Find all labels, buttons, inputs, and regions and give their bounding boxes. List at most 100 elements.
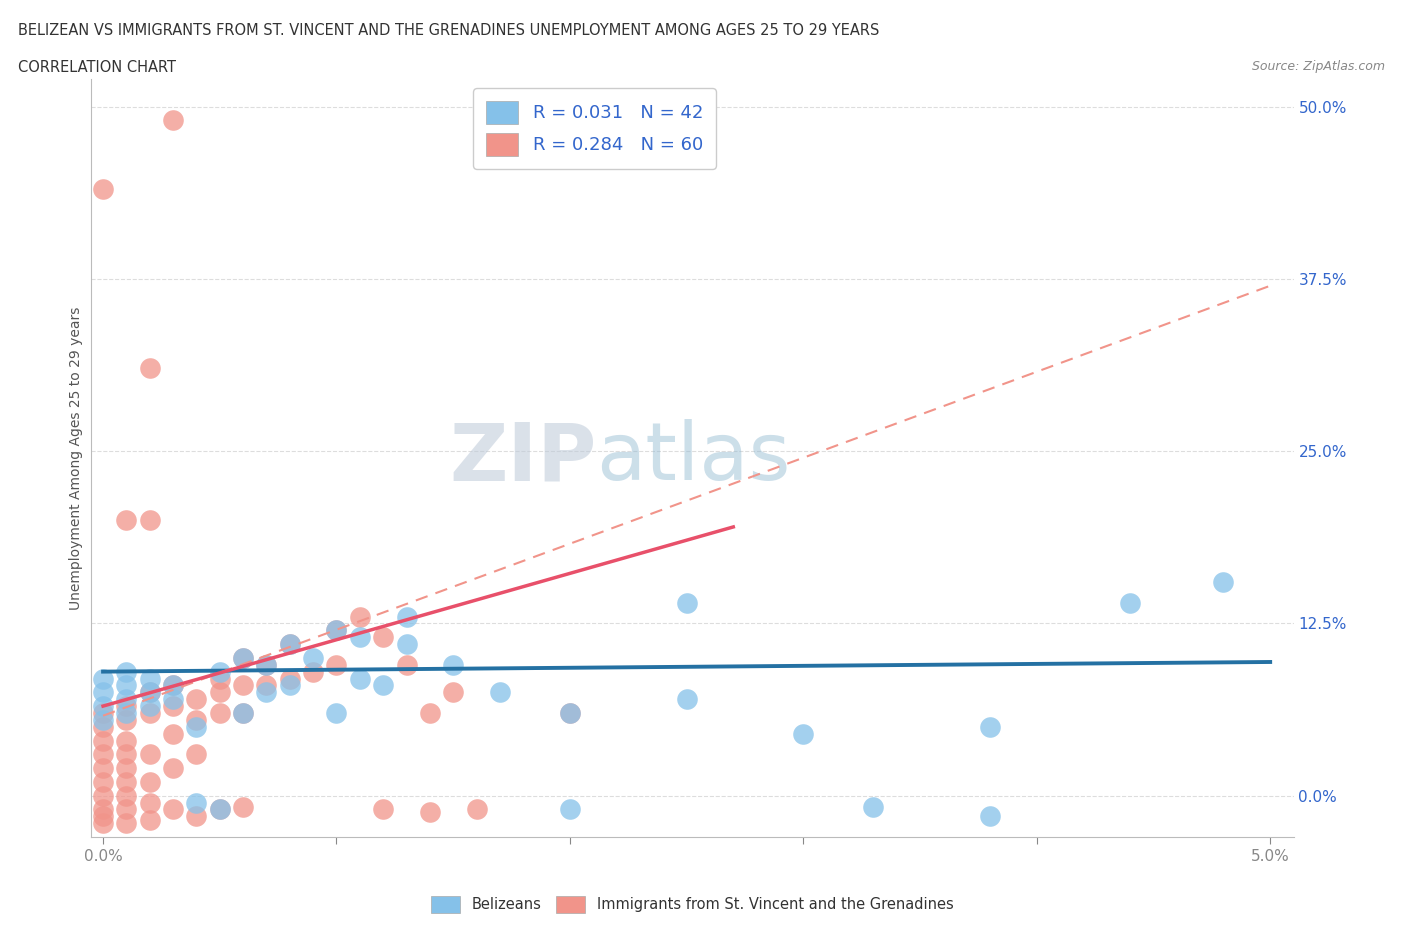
Point <box>232 650 254 665</box>
Point <box>465 802 488 817</box>
Point <box>558 706 581 721</box>
Point <box>91 733 114 748</box>
Point <box>489 684 512 699</box>
Point <box>278 637 301 652</box>
Point <box>91 706 114 721</box>
Point <box>325 623 347 638</box>
Point <box>256 684 278 699</box>
Y-axis label: Unemployment Among Ages 25 to 29 years: Unemployment Among Ages 25 to 29 years <box>69 306 83 610</box>
Point <box>302 650 325 665</box>
Point <box>232 799 254 814</box>
Point <box>162 698 184 713</box>
Point <box>395 658 418 672</box>
Point <box>208 802 231 817</box>
Point <box>208 802 231 817</box>
Point <box>186 795 208 810</box>
Point <box>91 684 114 699</box>
Point <box>91 698 114 713</box>
Point <box>115 692 138 707</box>
Point <box>162 113 184 127</box>
Point <box>325 623 347 638</box>
Point <box>91 671 114 686</box>
Point <box>278 678 301 693</box>
Text: ZIP: ZIP <box>449 419 596 497</box>
Point <box>1212 575 1234 590</box>
Point <box>186 747 208 762</box>
Point <box>162 802 184 817</box>
Point <box>395 637 418 652</box>
Point <box>862 799 884 814</box>
Point <box>441 658 464 672</box>
Point <box>91 761 114 776</box>
Point <box>115 775 138 790</box>
Point <box>91 747 114 762</box>
Point <box>162 692 184 707</box>
Point <box>232 678 254 693</box>
Point <box>208 684 231 699</box>
Point <box>325 658 347 672</box>
Point <box>1119 595 1142 610</box>
Point <box>208 671 231 686</box>
Point <box>419 706 441 721</box>
Point <box>115 761 138 776</box>
Point <box>979 719 1001 734</box>
Point <box>186 692 208 707</box>
Point <box>91 789 114 804</box>
Point <box>139 684 162 699</box>
Point <box>373 630 395 644</box>
Point <box>139 706 162 721</box>
Point <box>186 712 208 727</box>
Point <box>232 706 254 721</box>
Point <box>139 795 162 810</box>
Point <box>139 512 162 527</box>
Point <box>139 747 162 762</box>
Point <box>256 678 278 693</box>
Point <box>139 671 162 686</box>
Point <box>395 609 418 624</box>
Point <box>208 706 231 721</box>
Point <box>91 816 114 830</box>
Point <box>419 804 441 819</box>
Point <box>91 712 114 727</box>
Point <box>441 684 464 699</box>
Point <box>91 775 114 790</box>
Point <box>115 816 138 830</box>
Point <box>139 361 162 376</box>
Point <box>115 712 138 727</box>
Point <box>208 664 231 679</box>
Point <box>232 706 254 721</box>
Point <box>162 678 184 693</box>
Point <box>91 802 114 817</box>
Point <box>139 775 162 790</box>
Point <box>91 809 114 824</box>
Text: atlas: atlas <box>596 419 790 497</box>
Point <box>162 761 184 776</box>
Point <box>325 706 347 721</box>
Point <box>256 658 278 672</box>
Text: BELIZEAN VS IMMIGRANTS FROM ST. VINCENT AND THE GRENADINES UNEMPLOYMENT AMONG AG: BELIZEAN VS IMMIGRANTS FROM ST. VINCENT … <box>18 23 880 38</box>
Point <box>162 726 184 741</box>
Legend: Belizeans, Immigrants from St. Vincent and the Grenadines: Belizeans, Immigrants from St. Vincent a… <box>423 888 962 921</box>
Point <box>278 637 301 652</box>
Point <box>139 684 162 699</box>
Point <box>558 706 581 721</box>
Point <box>373 802 395 817</box>
Text: Source: ZipAtlas.com: Source: ZipAtlas.com <box>1251 60 1385 73</box>
Point <box>186 719 208 734</box>
Point <box>792 726 814 741</box>
Point <box>115 678 138 693</box>
Point <box>115 664 138 679</box>
Point <box>349 630 371 644</box>
Point <box>675 595 697 610</box>
Point <box>373 678 395 693</box>
Point <box>675 692 697 707</box>
Point <box>115 706 138 721</box>
Point <box>115 512 138 527</box>
Point <box>558 802 581 817</box>
Point <box>349 671 371 686</box>
Point <box>115 698 138 713</box>
Point <box>979 809 1001 824</box>
Point <box>139 698 162 713</box>
Point <box>349 609 371 624</box>
Point <box>115 733 138 748</box>
